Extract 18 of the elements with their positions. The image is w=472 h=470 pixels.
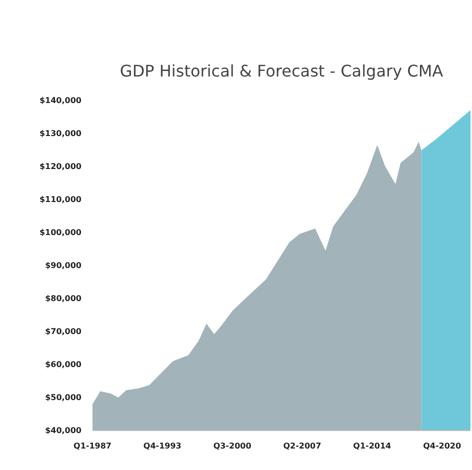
y-tick-label: $130,000 — [39, 129, 82, 138]
chart-title: GDP Historical & Forecast - Calgary CMA — [120, 62, 444, 80]
y-tick-label: $40,000 — [45, 426, 82, 435]
y-tick-label: $70,000 — [45, 327, 82, 336]
y-tick-label: $140,000 — [39, 96, 82, 105]
y-tick-label: $50,000 — [45, 393, 82, 402]
y-tick-label: $110,000 — [39, 195, 82, 204]
y-tick-label: $100,000 — [39, 228, 82, 237]
x-tick-label: Q4-1993 — [143, 442, 182, 450]
x-tick-label: Q1-1987 — [74, 442, 112, 450]
x-tick-label: Q2-2007 — [283, 442, 322, 450]
x-tick-label: Q1-2014 — [353, 442, 392, 450]
y-tick-label: $60,000 — [45, 360, 82, 369]
y-tick-label: $90,000 — [45, 261, 82, 270]
y-tick-label: $80,000 — [45, 294, 82, 303]
x-tick-label: Q4-2020 — [423, 442, 462, 450]
x-tick-label: Q3-2000 — [213, 442, 252, 450]
y-tick-label: $120,000 — [39, 162, 82, 171]
